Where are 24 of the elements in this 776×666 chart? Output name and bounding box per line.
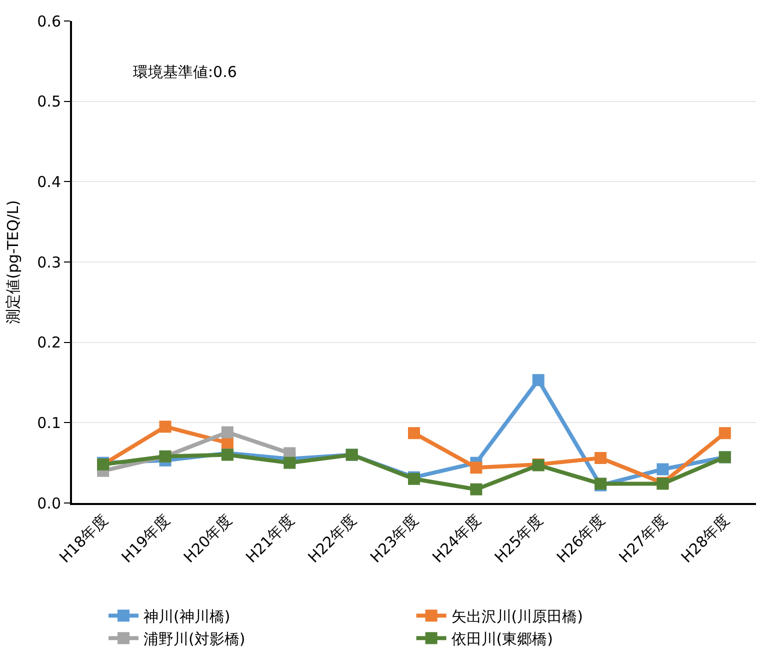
point — [284, 456, 296, 469]
point — [408, 427, 420, 440]
point — [718, 427, 731, 440]
point — [532, 374, 544, 386]
x-tick-label: H21年度 — [242, 510, 298, 566]
y-tick-label: 0.6 — [37, 12, 61, 30]
y-tick-label: 0.3 — [37, 253, 61, 272]
y-tick-label: 0.4 — [37, 172, 61, 191]
y-tick-label: 0.0 — [37, 494, 61, 512]
legend-label: 浦野川(対影橋) — [144, 630, 246, 648]
y-tick-label: 0.1 — [37, 414, 61, 432]
legend-label: 神川(神川橋) — [144, 608, 230, 626]
annotation: 環境基準値:0.6 — [133, 63, 237, 81]
point — [470, 462, 482, 474]
point — [656, 463, 669, 476]
y-tick-label: 0.2 — [37, 334, 61, 352]
point — [470, 483, 482, 496]
y-tick-label: 0.5 — [37, 92, 61, 111]
y-axis-title: 測定値(pg-TEQ/L) — [4, 200, 22, 324]
legend-label: 矢出沢川(川原田橋) — [451, 608, 584, 626]
point — [594, 452, 607, 464]
point — [159, 420, 172, 433]
legend-label: 依田川(東郷橋) — [451, 630, 554, 648]
point — [221, 426, 234, 438]
